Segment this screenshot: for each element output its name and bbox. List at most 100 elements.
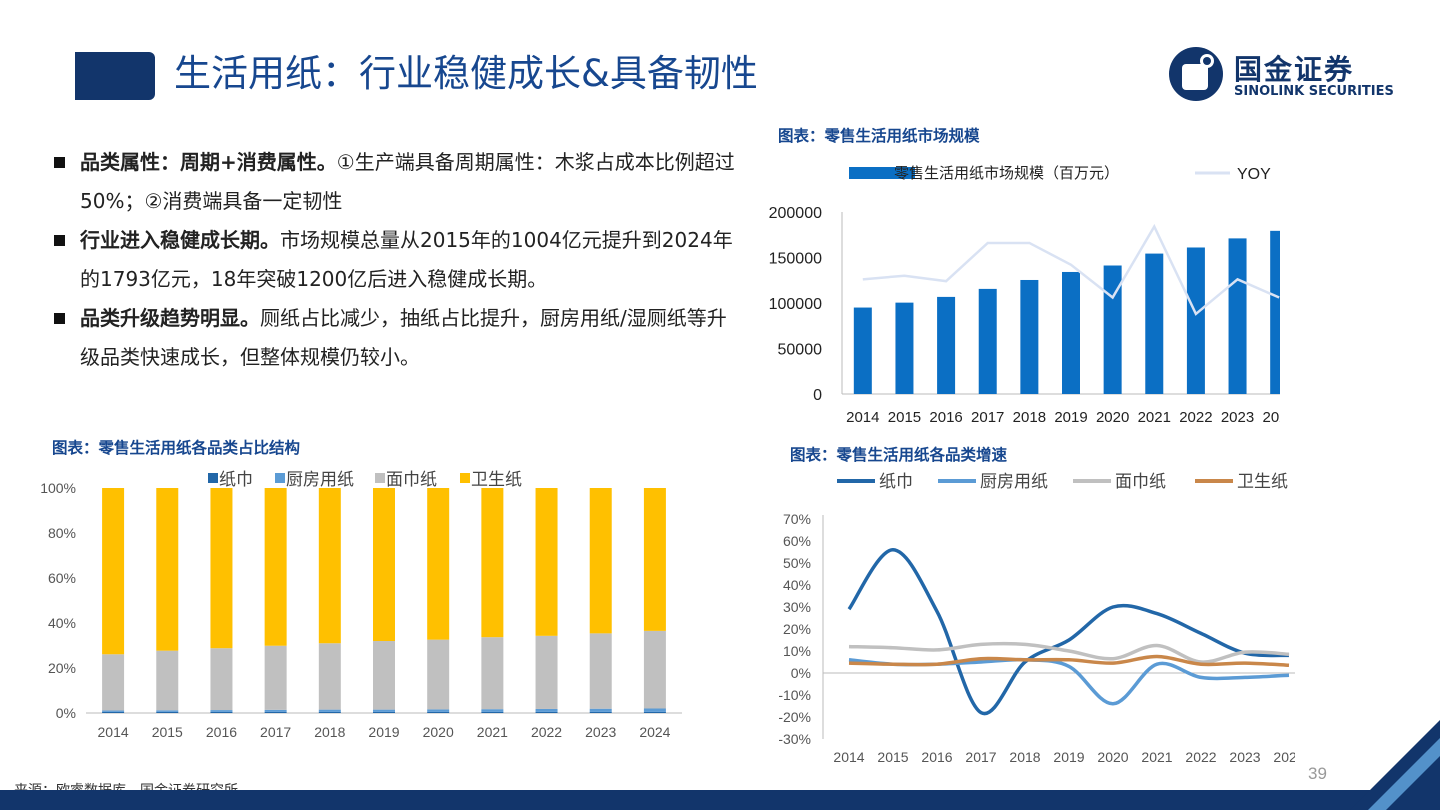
page-number: 39 xyxy=(1308,764,1327,783)
x-tick-label: 2017 xyxy=(971,409,1004,426)
bar-segment-tissue xyxy=(318,711,341,713)
bar-segment-tissue xyxy=(210,711,233,713)
x-tick-label: 2016 xyxy=(206,724,237,740)
bar-market-size xyxy=(937,296,956,394)
bar-segment-facial xyxy=(535,635,558,709)
y-tick-label: 10% xyxy=(783,643,811,659)
legend-swatch xyxy=(208,473,218,483)
bar-segment-tissue xyxy=(264,711,287,713)
bar-segment-toilet xyxy=(210,488,233,649)
bar-segment-toilet xyxy=(643,488,666,631)
y-left-tick-label: 50000 xyxy=(778,342,823,359)
chart-title-category-growth: 图表：零售生活用纸各品类增速 xyxy=(790,446,1008,464)
legend-swatch xyxy=(460,473,470,483)
bar-segment-facial xyxy=(102,654,125,711)
bar-segment-facial xyxy=(210,648,233,711)
bar-segment-facial xyxy=(156,650,179,711)
bar-market-size xyxy=(1103,265,1122,394)
bullet-list: 品类属性：周期+消费属性。①生产端具备周期属性：木浆占成本比例超过50%；②消费… xyxy=(50,143,740,377)
logo: 国金证券 SINOLINK SECURITIES xyxy=(1168,46,1408,104)
y-tick-label: 40% xyxy=(48,615,76,631)
x-tick-label: 2018 xyxy=(1009,749,1040,765)
bar-segment-tissue xyxy=(643,711,666,713)
x-tick-label: 2018 xyxy=(314,724,345,740)
bar-segment-toilet xyxy=(589,488,612,634)
bar-market-size xyxy=(895,302,914,394)
bar-segment-tissue xyxy=(156,711,179,713)
bar-market-size xyxy=(1145,253,1164,394)
bar-market-size xyxy=(1062,271,1080,394)
bar-segment-kitchen xyxy=(535,708,558,712)
y-left-tick-label: 200000 xyxy=(769,205,822,222)
y-tick-label: 30% xyxy=(783,599,811,615)
bar-segment-kitchen xyxy=(264,709,287,712)
bullet-square-icon xyxy=(54,157,65,168)
y-left-tick-label: 0 xyxy=(813,387,822,404)
bar-market-size xyxy=(1228,238,1247,394)
line-toilet xyxy=(848,654,1290,668)
bar-segment-tissue xyxy=(535,711,558,713)
y-tick-label: 60% xyxy=(48,570,76,586)
sinolink-logo-icon xyxy=(1169,47,1223,101)
bullet-heading: 品类属性：周期+消费属性。 xyxy=(80,150,337,174)
title-accent-bar xyxy=(75,52,155,100)
bar-segment-tissue xyxy=(481,711,504,713)
bullet-heading: 品类升级趋势明显。 xyxy=(80,306,260,330)
legend-label: 厨房用纸 xyxy=(286,470,354,489)
x-tick-label: 2021 xyxy=(477,724,508,740)
bar-segment-kitchen xyxy=(427,709,450,712)
y-left-tick-label: 100000 xyxy=(769,296,822,313)
x-tick-label: 2017 xyxy=(260,724,291,740)
x-tick-label: 2024 xyxy=(1273,749,1295,765)
x-tick-label: 2023 xyxy=(585,724,616,740)
bar-segment-facial xyxy=(481,637,504,710)
bullet-square-icon xyxy=(54,313,65,324)
bullet-item: 品类升级趋势明显。厕纸占比减少，抽纸占比提升，厨房用纸/湿厕纸等升级品类快速成长… xyxy=(50,299,740,377)
bar-market-size xyxy=(1270,230,1280,394)
bar-segment-kitchen xyxy=(102,710,125,712)
bar-segment-toilet xyxy=(156,488,179,651)
bar-market-size xyxy=(853,307,872,394)
category-growth-chart: 纸巾 厨房用纸 面巾纸 卫生纸 -30% -20% -10% 0% 10% 20% 30% 40% 50… xyxy=(778,472,1295,765)
y-tick-label: 20% xyxy=(48,660,76,676)
bar-segment-kitchen xyxy=(210,710,233,712)
legend-swatch-market-size xyxy=(849,167,915,179)
legend-label: 面巾纸 xyxy=(1115,472,1166,491)
x-tick-label: 2020 xyxy=(1097,749,1128,765)
x-tick-label: 2019 xyxy=(368,724,399,740)
x-tick-label: 2017 xyxy=(965,749,996,765)
y-tick-label: 40% xyxy=(783,577,811,593)
bar-market-size xyxy=(978,288,997,394)
bar-segment-toilet xyxy=(535,488,558,636)
bar-segment-toilet xyxy=(318,488,341,644)
chart-title-market-size: 图表：零售生活用纸市场规模 xyxy=(778,127,980,145)
legend-label: 纸巾 xyxy=(879,472,913,491)
bar-segment-facial xyxy=(589,633,612,709)
bar-segment-kitchen xyxy=(318,709,341,712)
bar-segment-kitchen xyxy=(156,710,179,712)
y-tick-label: 50% xyxy=(783,555,811,571)
x-tick-label: 2015 xyxy=(152,724,183,740)
page-title: 生活用纸：行业稳健成长&具备韧性 xyxy=(174,52,758,95)
bar-market-size xyxy=(1020,279,1039,394)
bullet-text: 市场规模总量从2015年的1004亿元提升到2024年的1793亿元，18年突破… xyxy=(80,228,733,291)
category-share-chart: 纸巾 厨房用纸 面巾纸 卫生纸 0% 20% 40% 60% 80% 100% 2014 2015 20… xyxy=(40,470,682,740)
corner-decoration xyxy=(1350,720,1440,810)
y-tick-label: 0% xyxy=(56,705,76,721)
bar-segment-tissue xyxy=(373,711,395,713)
logo-text-en: SINOLINK SECURITIES xyxy=(1234,84,1394,99)
line-yoy xyxy=(862,223,1280,316)
x-tick-label: 2014 xyxy=(846,409,879,426)
bar-segment-facial xyxy=(264,645,287,710)
x-tick-label: 2019 xyxy=(1053,749,1084,765)
bar-segment-tissue xyxy=(102,711,125,713)
market-size-chart: 零售生活用纸市场规模（百万元） YOY 0 50000 100000 150000 2000… xyxy=(769,165,1280,426)
x-tick-label: 2016 xyxy=(921,749,952,765)
legend-label: 卫生纸 xyxy=(471,470,522,489)
y-tick-label: -30% xyxy=(778,731,811,747)
bar-segment-toilet xyxy=(102,488,125,655)
x-tick-label: 2023 xyxy=(1221,409,1254,426)
x-tick-label: 2024 xyxy=(639,724,670,740)
y-tick-label: 100% xyxy=(40,480,76,496)
y-tick-label: 60% xyxy=(783,533,811,549)
